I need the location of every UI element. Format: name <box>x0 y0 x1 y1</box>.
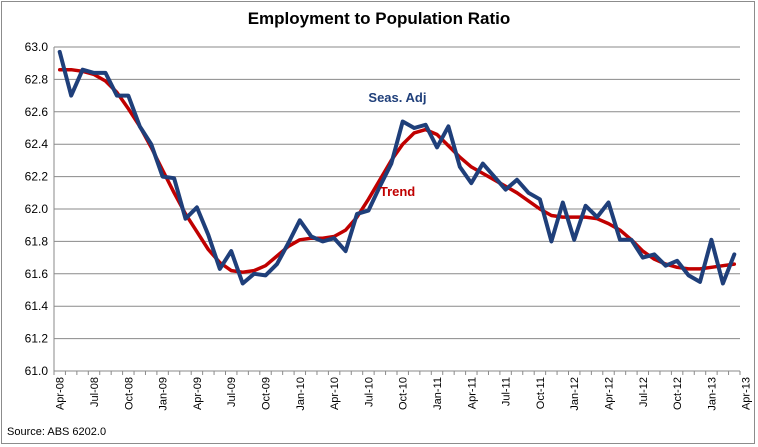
y-tick-label: 61.8 <box>25 234 49 248</box>
x-tick-label: Oct-09 <box>261 377 273 410</box>
x-tick-label: Jan-09 <box>158 377 170 411</box>
series-lines <box>57 49 737 286</box>
series-line-trend <box>57 67 737 274</box>
series-line-seas-adj <box>57 49 737 286</box>
x-tick-label: Apr-12 <box>604 377 616 410</box>
x-tick-label: Oct-08 <box>123 377 135 410</box>
y-tick-label: 62.4 <box>25 137 49 151</box>
y-tick-label: 62.8 <box>25 72 49 86</box>
x-tick-label: Jan-11 <box>432 377 444 410</box>
y-axis-ticks: 61.0 61.2 61.4 61.6 61.8 62.0 62.2 62.4 62.6 62.8… <box>25 40 49 378</box>
x-tick-label: Jul-12 <box>638 377 650 407</box>
x-tick-label: Oct-10 <box>398 377 410 410</box>
x-tick-label: Jul-08 <box>89 377 101 407</box>
x-tick-label: Jan-13 <box>706 377 718 411</box>
y-tick-label: 62.2 <box>25 170 49 184</box>
annotation-seas-adj: Seas. Adj <box>368 90 426 105</box>
source-note: Source: ABS 6202.0 <box>7 426 107 438</box>
x-tick-label: Apr-09 <box>192 377 204 410</box>
x-tick-label: Apr-10 <box>329 377 341 410</box>
x-tick-label: Jan-10 <box>295 377 307 411</box>
y-tick-label: 62.0 <box>25 202 49 216</box>
x-tick-label: Apr-13 <box>741 377 753 410</box>
x-tick-label: Oct-12 <box>672 377 684 410</box>
y-tick-label: 61.2 <box>25 332 49 346</box>
x-tick-label: Jul-09 <box>226 377 238 407</box>
x-tick-label: Apr-08 <box>55 377 67 410</box>
y-tick-label: 61.0 <box>25 364 49 378</box>
x-tick-label: Jul-11 <box>501 377 513 406</box>
x-axis-ticks: Apr-08 Jul-08 Oct-08 Jan-09 Apr-09 Jul-09 Oct-… <box>53 371 753 411</box>
y-tick-label: 61.4 <box>25 299 49 313</box>
annotation-trend: Trend <box>380 184 415 199</box>
y-tick-label: 63.0 <box>25 40 49 54</box>
x-tick-label: Jan-12 <box>569 377 581 411</box>
x-tick-label: Jul-10 <box>363 377 375 407</box>
x-tick-label: Apr-11 <box>466 377 478 409</box>
chart-title: Employment to Population Ratio <box>247 9 511 28</box>
y-tick-label: 62.6 <box>25 105 49 119</box>
y-tick-label: 61.6 <box>25 267 49 281</box>
x-tick-label: Oct-11 <box>535 377 547 409</box>
